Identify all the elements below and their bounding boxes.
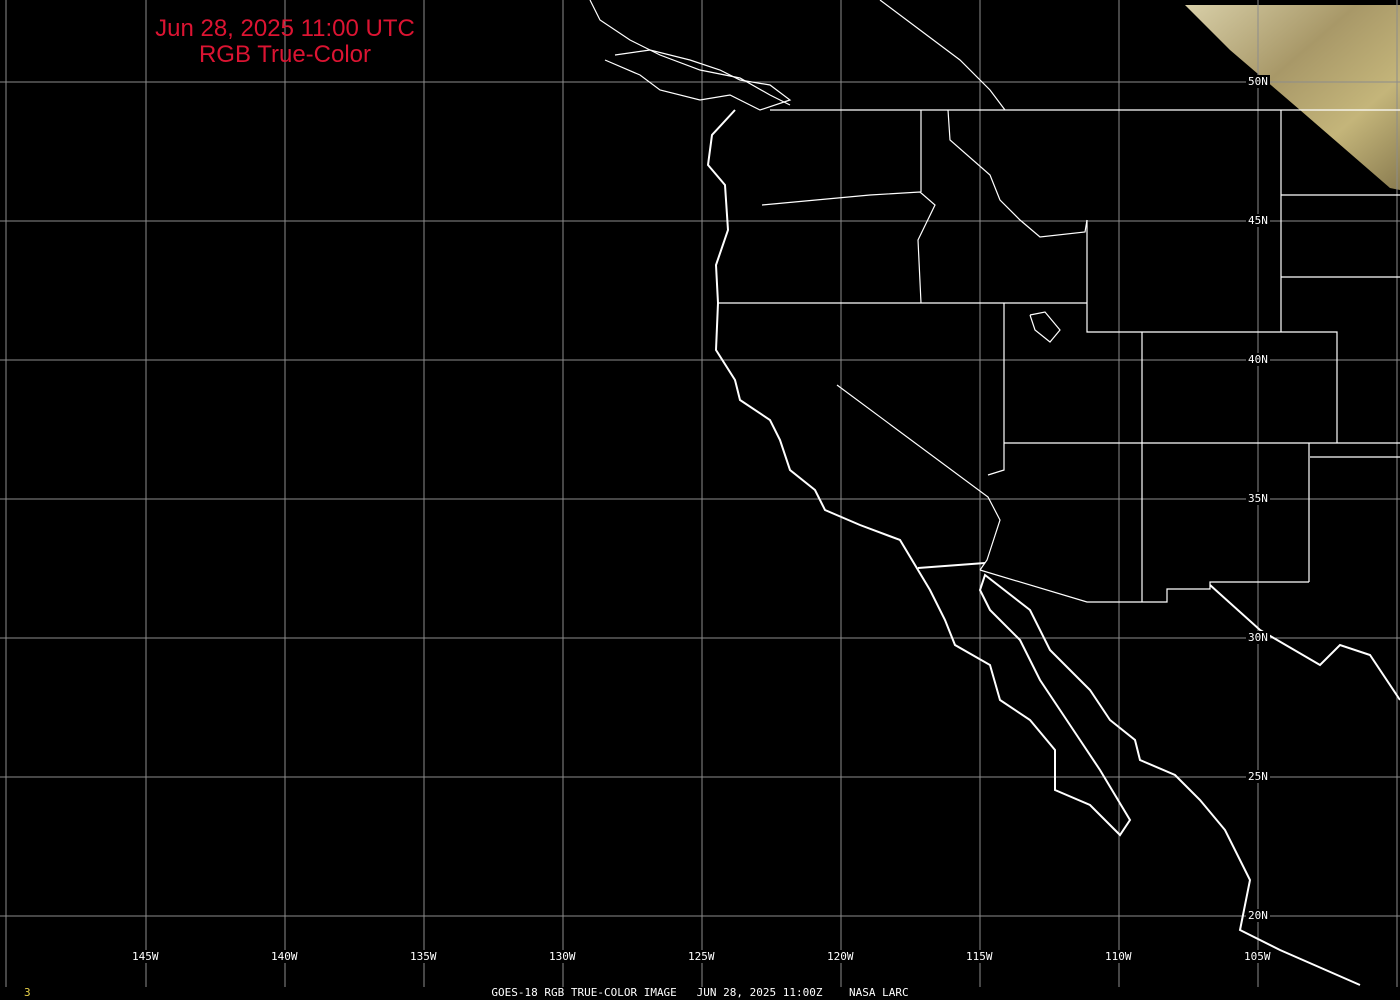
ca-mexico-border — [917, 562, 986, 569]
longitude-label: 120W — [825, 950, 856, 963]
id-mt-border — [947, 109, 1088, 238]
longitude-label: 145W — [130, 950, 161, 963]
latitude-label: 35N — [1246, 492, 1270, 505]
longitude-label: 115W — [964, 950, 995, 963]
canada-coastline — [604, 49, 792, 111]
longitude-label: 135W — [408, 950, 439, 963]
great-salt-lake — [1029, 311, 1061, 343]
latitude-label: 20N — [1246, 909, 1270, 922]
map-title-datetime: Jun 28, 2025 11:00 UTC — [155, 15, 415, 42]
canada-inland — [879, 0, 1006, 111]
political-boundaries — [589, 0, 1400, 986]
latitude-label: 30N — [1246, 631, 1270, 644]
ca-nv-border — [836, 384, 1001, 571]
longitude-label: 110W — [1103, 950, 1134, 963]
bc-coast — [589, 0, 791, 106]
wa-or-border — [761, 191, 936, 304]
west-coastline — [706, 109, 1361, 986]
latitude-label: 50N — [1246, 75, 1270, 88]
satellite-imagery-patch — [1185, 5, 1400, 190]
longitude-label: 105W — [1242, 950, 1273, 963]
latitude-label: 45N — [1246, 214, 1270, 227]
frame-number: 3 — [24, 986, 31, 999]
longitude-label: 140W — [269, 950, 300, 963]
map-title-product: RGB True-Color — [198, 41, 372, 68]
ut-west-wy — [1086, 220, 1338, 443]
longitude-label: 130W — [547, 950, 578, 963]
latitude-label: 40N — [1246, 353, 1270, 366]
image-caption: GOES-18 RGB TRUE-COLOR IMAGE JUN 28, 202… — [491, 986, 909, 999]
az-mexico-border — [979, 569, 1309, 603]
nv-ut-border — [987, 303, 1005, 476]
latitude-label: 25N — [1246, 770, 1270, 783]
mexico-gulf-coast — [1209, 584, 1400, 701]
longitude-label: 125W — [686, 950, 717, 963]
